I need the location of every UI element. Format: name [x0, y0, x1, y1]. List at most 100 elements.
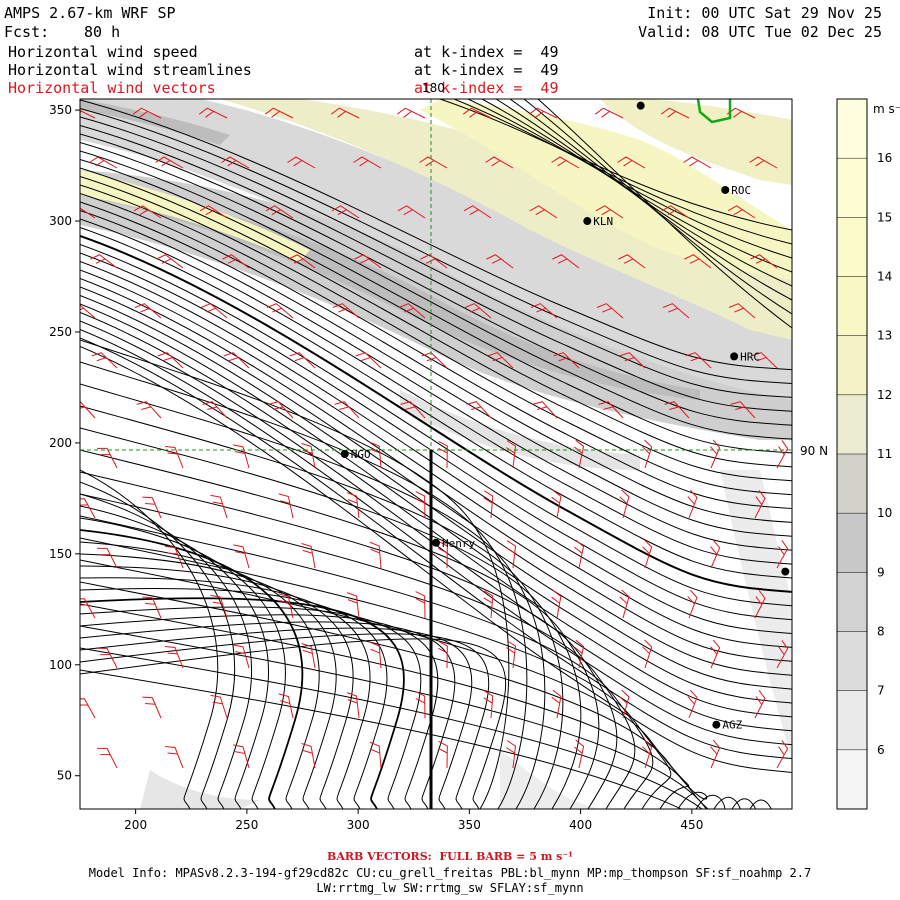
wind-barb: [369, 541, 382, 569]
colorbar-level-label: 6: [877, 743, 885, 757]
wind-barb: [642, 439, 653, 469]
colorbar-level-label: 16: [877, 151, 892, 165]
y-tick-label: 200: [49, 436, 72, 450]
wind-barb: [551, 589, 562, 619]
station-label: Henry: [442, 537, 475, 550]
wind-barb: [619, 489, 630, 519]
wind-barb: [346, 492, 360, 519]
x-tick-label: 300: [347, 818, 370, 832]
colorbar-swatch: [837, 454, 867, 514]
colorbar-swatch: [837, 394, 867, 454]
streamline: [80, 633, 490, 809]
wind-barb: [268, 401, 294, 419]
wind-barb: [415, 491, 426, 519]
wind-barb: [687, 589, 698, 619]
wind-barb: [642, 539, 653, 569]
streamline: [80, 493, 253, 809]
wind-barb: [142, 696, 162, 719]
field-vector-label: Horizontal wind vectors: [8, 79, 216, 97]
y-axis: 50 100 150 200 250 300 350: [49, 103, 80, 783]
colorbar-swatch: [837, 276, 867, 336]
wind-barb: [596, 303, 624, 319]
field-speed-label: Horizontal wind speed: [8, 43, 198, 61]
wind-barb: [415, 691, 426, 719]
barb-note: BARB VECTORS: FULL BARB = 5 m s⁻¹: [327, 850, 573, 863]
wind-barb: [353, 156, 382, 169]
colorbar-level-label: 7: [877, 684, 885, 698]
wind-barb: [288, 254, 316, 269]
wind-barb: [165, 446, 184, 469]
streamline: [80, 541, 320, 809]
wind-barb: [301, 542, 316, 569]
colorbar-swatch: [837, 513, 867, 573]
wind-barb: [156, 254, 184, 269]
streamline: [80, 210, 792, 551]
wind-barb: [222, 254, 250, 269]
streamline: [80, 625, 741, 809]
wind-barb: [776, 640, 789, 669]
colorbar-swatch: [837, 158, 867, 218]
streamline: [80, 244, 792, 607]
station-marker: [340, 450, 349, 458]
wind-barb: [287, 156, 316, 169]
wind-barb: [710, 639, 721, 669]
streamline: [439, 99, 792, 231]
wind-barb: [89, 156, 118, 169]
station-label: HRC: [740, 350, 760, 363]
streamline: [523, 99, 792, 315]
x-axis: 200 250 300 350 400 450: [124, 809, 703, 832]
station-marker: [781, 567, 790, 576]
model-info: Model Info: MPASv8.2.3-194-gf29cd82c CU:…: [88, 866, 812, 880]
model-info-2: LW:rrtmg_lw SW:rrtmg_sw SFLAY:sf_mynn: [316, 881, 584, 895]
wind-barb: [754, 490, 766, 519]
x-tick-label: 350: [458, 818, 481, 832]
colorbar-swatch: [837, 99, 867, 159]
y-tick-label: 250: [49, 325, 72, 339]
station-marker: [712, 720, 721, 729]
wind-barb: [398, 303, 426, 319]
wind-barb: [396, 107, 426, 119]
colorbar-swatch: [837, 631, 867, 691]
streamline: [80, 529, 304, 809]
wind-barb: [574, 739, 585, 769]
streamline: [80, 627, 473, 809]
streamline: [80, 269, 792, 648]
streamline: [80, 405, 564, 809]
wind-barb: [438, 440, 448, 469]
wind-barb: [553, 352, 580, 369]
wind-barb: [233, 644, 250, 669]
wind-barb: [730, 401, 756, 419]
wind-barb: [506, 540, 517, 569]
wind-barb: [595, 205, 624, 219]
wind-barb: [749, 156, 778, 169]
wind-barb: [210, 494, 228, 519]
streamline: [80, 176, 792, 496]
streamline: [80, 606, 422, 809]
wind-barb: [506, 640, 517, 669]
streamline: [467, 99, 792, 259]
wind-barb: [369, 441, 382, 469]
streamline: [80, 235, 792, 593]
wind-barb: [617, 156, 646, 169]
streamline: [80, 361, 528, 809]
wind-barb: [198, 107, 228, 119]
x-tick-label: 250: [235, 818, 258, 832]
forecast-label: Fcst:: [4, 23, 50, 41]
wind-barb: [463, 205, 492, 219]
streamline: [80, 565, 354, 809]
wind-barb: [221, 156, 250, 169]
colorbar-swatch: [837, 335, 867, 395]
wind-barb: [532, 401, 558, 419]
wind-barb: [619, 352, 646, 369]
wind-barb: [662, 303, 690, 319]
colorbar-level-label: 15: [877, 210, 892, 224]
streamline: [80, 159, 792, 468]
wind-barb: [530, 303, 558, 319]
colorbar-swatch: [837, 217, 867, 277]
wind-barb: [265, 205, 294, 219]
wind-barb: [80, 498, 96, 519]
wind-barb: [80, 598, 96, 619]
wind-barb: [684, 254, 712, 269]
coastline: [696, 99, 732, 124]
y-tick-label: 100: [49, 658, 72, 672]
